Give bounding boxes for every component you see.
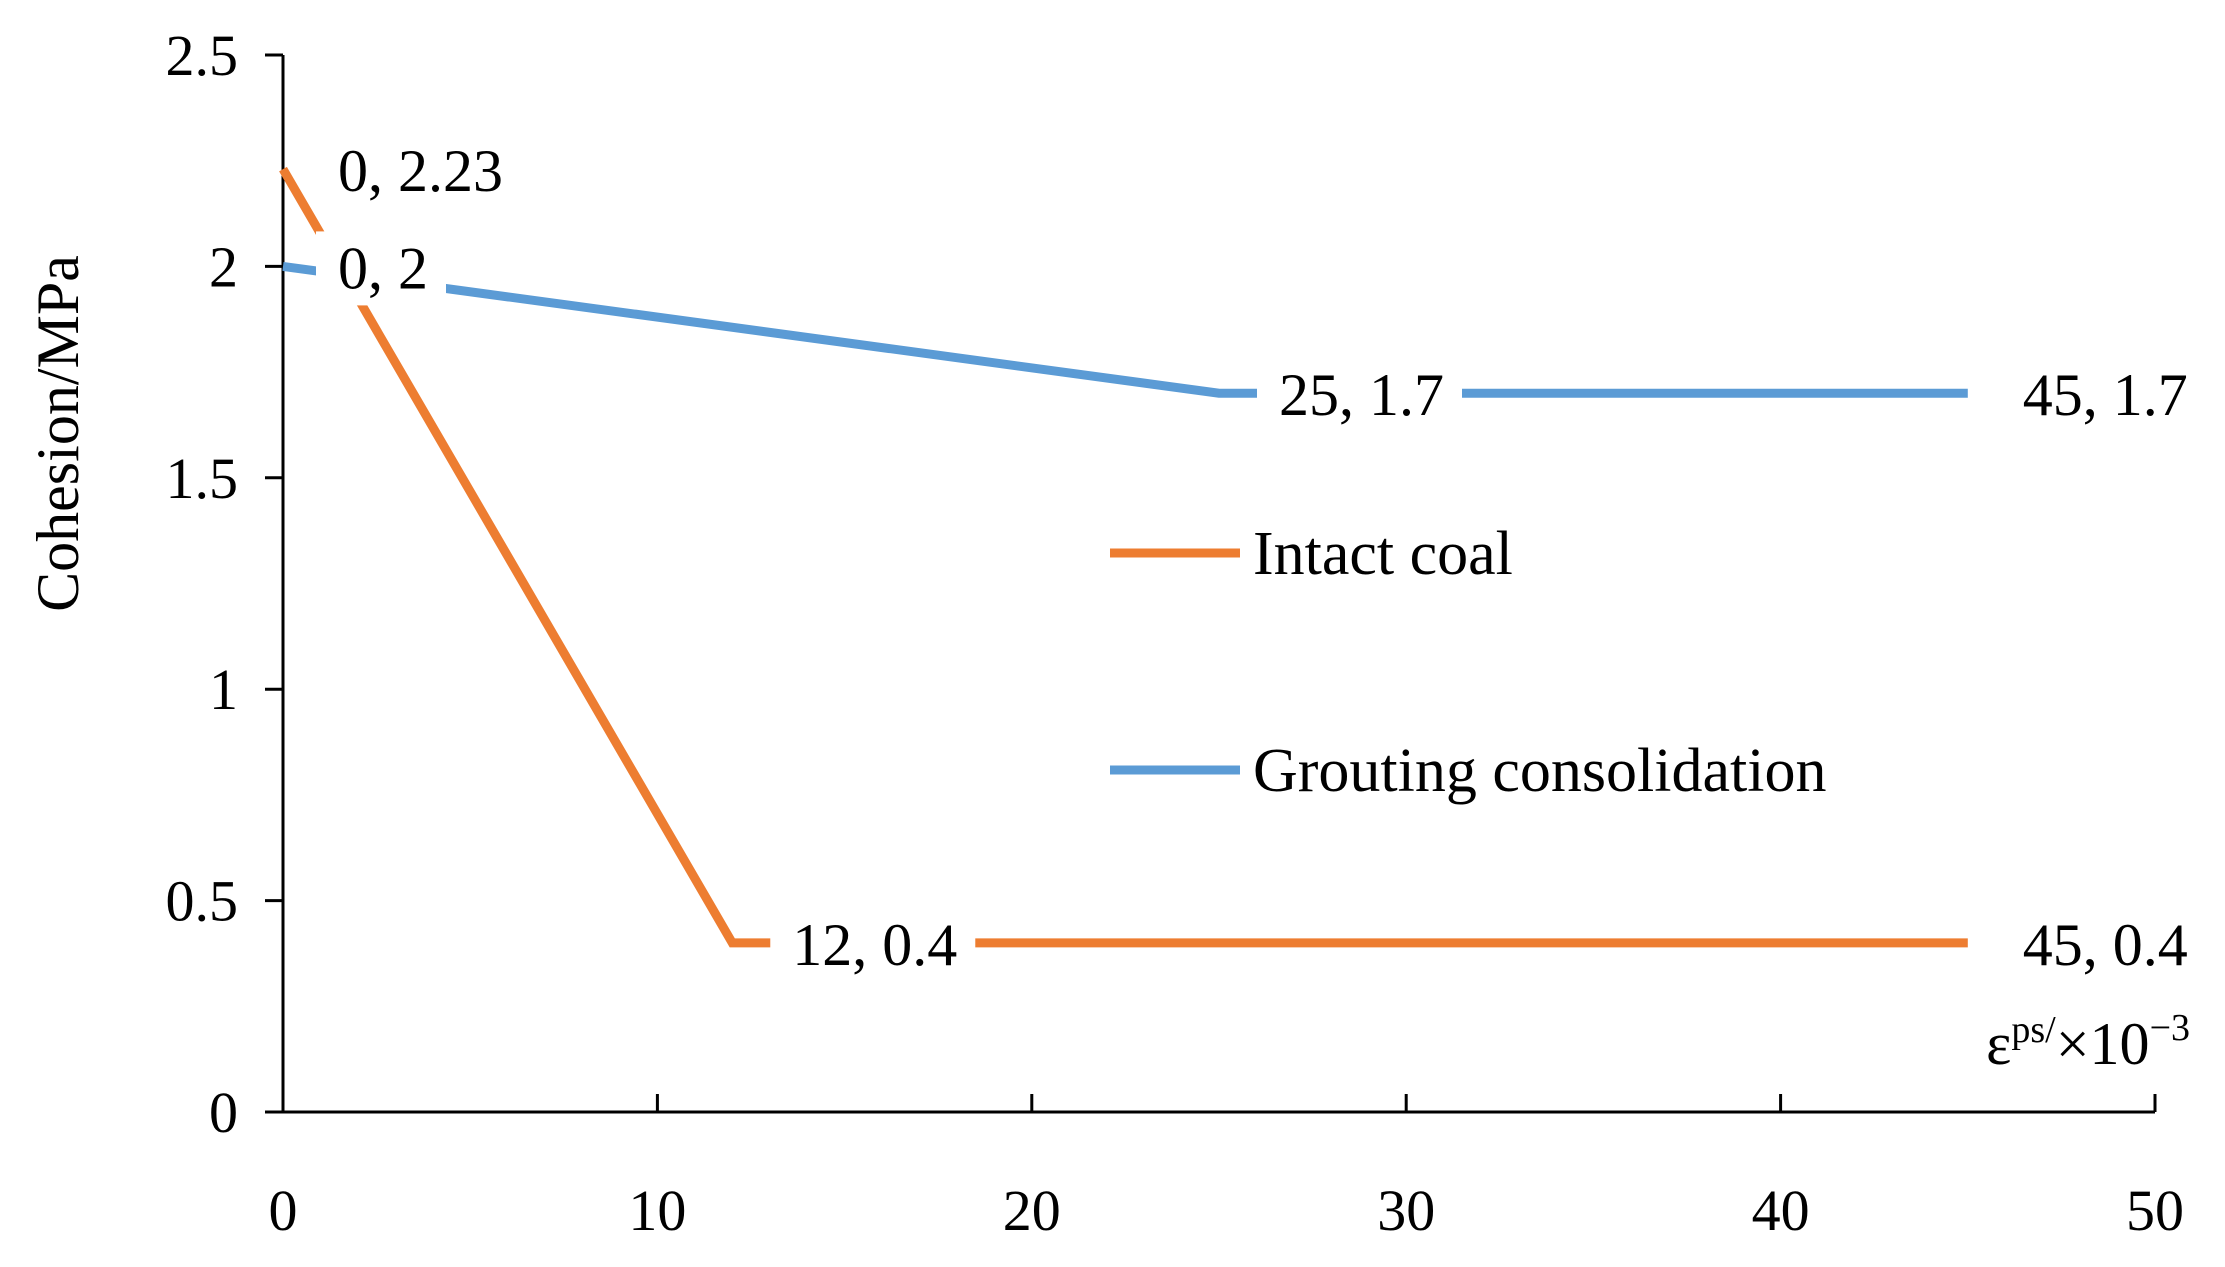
data-label: 0, 2.23 [338,138,503,204]
data-label-background [2000,358,2206,433]
data-label: 12, 0.4 [792,912,957,978]
legend-label: Intact coal [1253,520,1513,588]
x-axis-exponent: −3 [2150,1007,2190,1049]
series-line-intact-coal [279,166,1968,948]
data-label-background [2000,907,2206,982]
y-tick-label: 2.5 [166,23,239,88]
data-label-background [1257,358,1462,433]
data-label-background [770,907,976,982]
x-tick-label: 20 [1003,1178,1061,1243]
series-lines [279,166,1968,948]
data-labels: 0, 2.23 12, 0.4 45, 0.4 0, 2 25, 1.7 45, 1.7 [316,134,2206,982]
x-axis-symbol: ε [1986,1011,2011,1077]
y-tick-label: 1.5 [166,446,239,511]
data-label: 45, 1.7 [2023,362,2188,428]
legend: Intact coal Grouting consolidation [1110,520,1826,805]
data-label: 0, 2 [338,235,428,301]
x-axis-superscript: ps/ [2011,1009,2056,1051]
y-tick-label: 1 [209,657,238,722]
data-label: 45, 0.4 [2023,912,2188,978]
x-tick-label: 50 [2126,1178,2184,1243]
data-label-background [316,231,446,306]
x-tick-label: 40 [1752,1178,1810,1243]
y-axis-label: Cohesion/MPa [25,255,91,612]
data-label-background [316,134,521,209]
x-tick-label: 0 [269,1178,298,1243]
series-line-grouting-consolidation [282,261,1968,398]
y-tick-label: 0 [209,1080,238,1145]
x-axis-label: εps/×10−3 [1986,1007,2190,1077]
x-tick-label: 10 [628,1178,686,1243]
y-tick-label: 2 [209,234,238,299]
x-axis-multiplier: ×10 [2056,1011,2150,1077]
y-tick-label: 0.5 [166,869,239,934]
data-label: 25, 1.7 [1279,362,1444,428]
legend-label: Grouting consolidation [1253,737,1826,805]
x-tick-label: 30 [1377,1178,1435,1243]
axes: 0 0.5 1 1.5 2 2.5 0 10 20 30 40 50 Cohesion/MPa εps/×… [25,23,2190,1243]
